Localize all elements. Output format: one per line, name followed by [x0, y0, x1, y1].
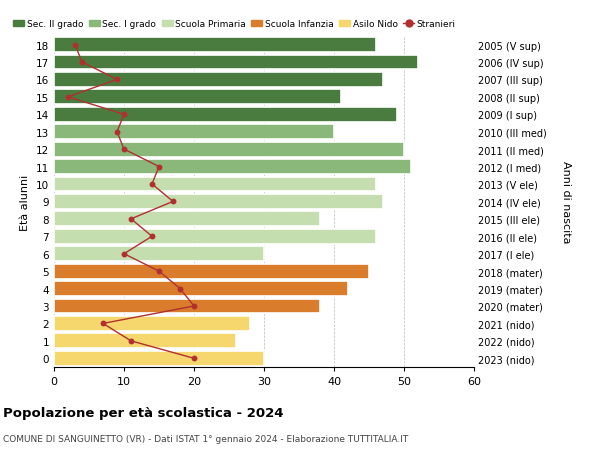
Legend: Sec. II grado, Sec. I grado, Scuola Primaria, Scuola Infanzia, Asilo Nido, Stran: Sec. II grado, Sec. I grado, Scuola Prim… [13, 20, 456, 29]
Point [119, 112, 129, 119]
Bar [54, 264, 369, 279]
Point [147, 233, 157, 241]
Text: Popolazione per età scolastica - 2024: Popolazione per età scolastica - 2024 [3, 406, 284, 419]
Bar [54, 334, 236, 348]
Bar [54, 56, 418, 70]
Bar [54, 107, 397, 123]
Text: COMUNE DI SANGUINETTO (VR) - Dati ISTAT 1° gennaio 2024 - Elaborazione TUTTITALI: COMUNE DI SANGUINETTO (VR) - Dati ISTAT … [3, 434, 408, 443]
Point [189, 302, 199, 310]
Bar [54, 73, 383, 88]
Point [98, 320, 108, 327]
Bar [54, 299, 320, 313]
Point [77, 59, 87, 67]
Y-axis label: Anni di nascita: Anni di nascita [561, 161, 571, 243]
Bar [54, 38, 376, 53]
Point [147, 181, 157, 188]
Point [154, 163, 164, 171]
Bar [54, 247, 264, 262]
Point [126, 337, 136, 345]
Bar [54, 212, 320, 227]
Point [126, 216, 136, 223]
Point [119, 251, 129, 258]
Bar [54, 351, 264, 366]
Bar [54, 195, 383, 209]
Bar [54, 316, 250, 331]
Point [112, 77, 122, 84]
Point [168, 198, 178, 206]
Point [70, 42, 80, 49]
Bar [54, 125, 334, 140]
Point [154, 268, 164, 275]
Bar [54, 160, 411, 174]
Y-axis label: Età alunni: Età alunni [20, 174, 31, 230]
Point [119, 146, 129, 153]
Point [189, 355, 199, 362]
Bar [54, 142, 404, 157]
Bar [54, 281, 348, 297]
Bar [54, 177, 376, 192]
Bar [54, 90, 341, 105]
Point [112, 129, 122, 136]
Point [63, 94, 73, 101]
Point [175, 285, 185, 292]
Bar [54, 230, 376, 244]
